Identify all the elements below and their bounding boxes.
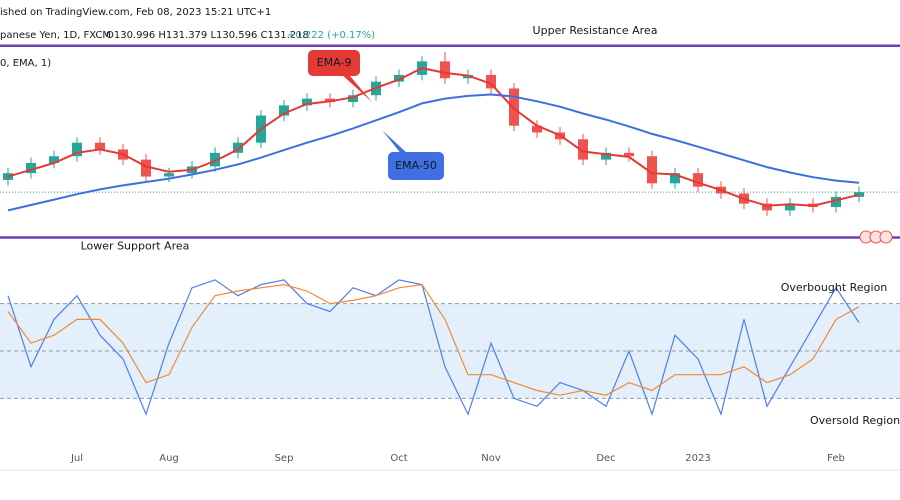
candle-body [670, 173, 680, 184]
candle-body [578, 139, 588, 160]
callout-label: EMA-9 [317, 56, 352, 69]
x-tick-label: Feb [827, 453, 845, 464]
header-symbol: panese Yen, 1D, FXCM [0, 30, 111, 41]
candle-body [164, 173, 174, 177]
header-change: +0.222 (+0.17%) [287, 30, 375, 41]
candle-body [49, 156, 59, 163]
candle-body [647, 156, 657, 184]
callout-box [308, 50, 360, 76]
candle-body [95, 142, 105, 150]
header-published: ished on TradingView.com, Feb 08, 2023 1… [0, 7, 271, 18]
candle-body [233, 142, 243, 153]
ema-line [7, 67, 860, 207]
overbought-label: Overbought Region [781, 281, 888, 294]
candle-body [394, 74, 404, 82]
candle-body [831, 196, 841, 208]
x-tick-label: Dec [596, 453, 615, 464]
oscillator-line [7, 279, 860, 417]
candle-body [486, 74, 496, 89]
x-tick-label: 2023 [685, 453, 710, 464]
candle-body [279, 105, 289, 116]
candle-body [440, 61, 450, 79]
candle-body [509, 88, 519, 126]
candle-body [693, 173, 703, 187]
header-indicator: 0, EMA, 1) [0, 58, 51, 69]
ema-line [7, 93, 860, 212]
x-tick-label: Jul [70, 453, 83, 464]
x-tick-label: Sep [275, 453, 294, 464]
candle-body [601, 152, 611, 160]
candle-body [785, 203, 795, 211]
oversold-label: Oversold Region [810, 414, 900, 427]
x-tick-label: Nov [481, 453, 501, 464]
resistance-label: Upper Resistance Area [533, 24, 658, 37]
event-badge [879, 230, 893, 244]
candle-body [210, 152, 220, 167]
oscillator-line [7, 283, 860, 396]
candle-body [348, 95, 358, 103]
candle-body [26, 162, 36, 174]
x-tick-label: Oct [390, 453, 407, 464]
candle-body [624, 152, 634, 157]
candle-body [302, 98, 312, 106]
callout-label: EMA-50 [395, 159, 437, 172]
candle-body [72, 142, 82, 157]
x-tick-label: Aug [159, 453, 179, 464]
candle-body [854, 192, 864, 197]
header-ohlc: O130.996 H131.379 L130.596 C131.218 [106, 30, 309, 41]
support-label: Lower Support Area [81, 240, 190, 253]
callout-box [388, 152, 444, 180]
candle-body [141, 159, 151, 177]
candle-body [532, 125, 542, 133]
candle-body [762, 203, 772, 211]
